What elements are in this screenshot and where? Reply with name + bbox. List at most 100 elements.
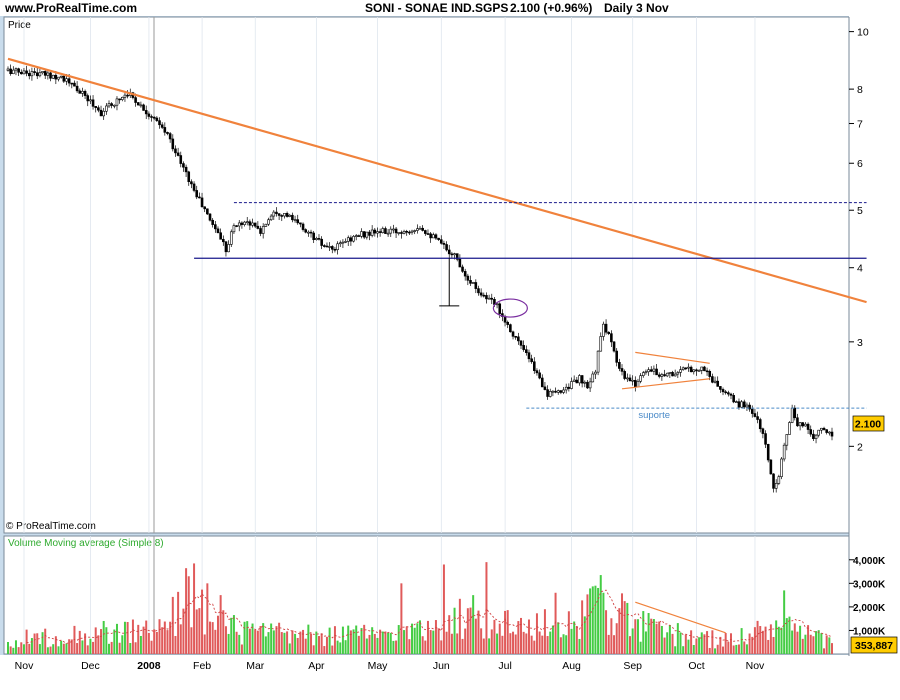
candle-body [724,391,727,394]
site-url[interactable]: www.ProRealTime.com [5,1,138,15]
volume-bar [278,622,281,654]
candle-body [293,219,297,221]
candle-body [187,171,191,182]
volume-bar [49,646,52,654]
volume-bar [299,631,302,654]
volume-bar [251,623,254,654]
candle-body [349,237,353,242]
volume-bar [76,643,79,654]
volume-bar [732,645,735,654]
candle-body [788,422,791,435]
volume-bar [70,639,73,654]
price-y-tick-label: 8 [857,84,863,96]
candle-body [628,377,632,382]
volume-bar [610,618,613,654]
candle-body [495,303,499,306]
candle-body [17,68,20,73]
volume-bar [804,634,807,654]
volume-bar [333,626,336,654]
x-tick-label: Jul [498,660,511,672]
candle-body [764,433,767,445]
volume-bar [815,631,818,654]
volume-bar [20,642,23,654]
volume-bar [97,635,100,654]
candle-body [660,374,664,377]
volume-bar [214,629,217,654]
volume-bar [403,630,406,654]
candle-body [184,166,188,173]
candle-body [663,374,666,377]
volume-bar [216,615,219,654]
volume-bar [395,640,398,654]
volume-panel [3,535,850,655]
candle-body [200,197,204,208]
candle-body [384,228,387,234]
candle-body [445,244,448,251]
volume-bar [113,629,116,654]
volume-bar [137,624,140,654]
candle-body [687,366,690,369]
volume-bar [761,630,764,654]
volume-bar [259,626,262,654]
volume-bar [567,611,570,654]
candle-body [70,82,74,85]
volume-bar [527,619,530,654]
volume-bar [780,627,783,654]
volume-bar [376,637,379,654]
candle-body [796,417,799,427]
candle-body [25,70,28,74]
volume-bar [434,620,437,654]
price-panel [3,16,850,534]
candle-body [139,104,143,107]
candle-body [158,120,161,126]
volume-bar [825,635,828,654]
candle-body [51,74,55,79]
volume-bar [690,630,693,654]
candle-body [479,292,483,296]
candle-body [665,372,669,377]
candle-body [136,102,140,106]
candle-body [719,386,722,390]
candle-body [429,233,432,239]
candle-body [126,94,129,97]
volume-bar [360,628,363,654]
volume-bar [384,631,387,654]
candle-body [671,371,674,377]
candle-body [530,358,533,363]
candle-body [227,244,230,253]
volume-bar [426,620,429,654]
volume-bar [474,618,477,654]
volume-panel-label: Volume Moving average (Simple 8) [8,538,164,549]
candle-body [482,294,486,297]
last-price-label: 2.100 [855,419,881,431]
volume-bar [232,615,235,654]
candle-body [312,232,315,241]
candle-body [695,369,698,372]
volume-bar [190,627,193,654]
candle-body [817,429,821,436]
candle-body [301,223,305,230]
volume-bar [583,616,586,654]
volume-bar [235,631,238,654]
candle-body [240,222,244,225]
candle-body [564,386,568,391]
volume-bar [647,613,650,654]
volume-bar [25,629,28,654]
candle-body [474,282,478,289]
candle-body [107,103,111,107]
volume-bar [807,625,810,654]
candle-body [296,219,300,224]
candle-body [772,473,775,489]
volume-bar [498,623,501,654]
volume-bar [62,643,65,654]
volume-bar [264,636,267,654]
volume-trend-line [635,601,726,634]
candle-body [522,345,525,350]
volume-bar [52,644,55,654]
volume-bar [615,623,618,654]
volume-bar [280,632,283,654]
candle-body [700,366,704,371]
volume-bar [211,622,214,654]
last-volume-label: 353,887 [855,640,893,652]
candle-body [354,235,358,237]
